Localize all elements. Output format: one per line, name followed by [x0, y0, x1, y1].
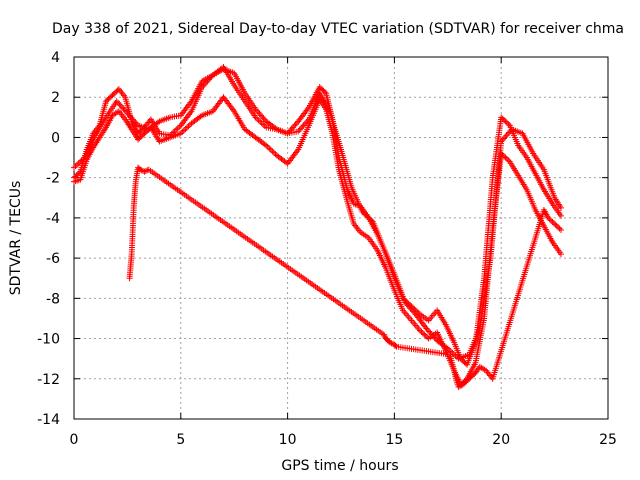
data-point-marker [392, 342, 399, 349]
data-point-marker [549, 218, 556, 225]
y-tick-label: -12 [37, 372, 60, 388]
y-tick-label: 4 [51, 50, 60, 66]
data-point-marker [498, 114, 505, 121]
data-point-marker [505, 121, 512, 128]
data-point-marker [501, 117, 508, 124]
data-point-marker [388, 340, 395, 347]
data-point-marker [418, 328, 425, 335]
x-tick-label: 20 [492, 432, 510, 448]
data-series [71, 64, 565, 390]
data-point-marker [558, 226, 565, 233]
x-tick-label: 0 [70, 432, 79, 448]
y-tick-label: -2 [46, 171, 60, 187]
data-point-marker [503, 119, 510, 126]
y-tick-label: -4 [46, 211, 60, 227]
y-tick-label: -14 [37, 412, 60, 428]
data-point-marker [455, 383, 462, 390]
x-tick-label: 25 [599, 432, 617, 448]
y-tick-label: 2 [51, 90, 60, 106]
data-point-marker [421, 331, 428, 338]
data-point-marker [546, 216, 553, 223]
data-point-marker [550, 220, 557, 227]
y-tick-label: -10 [37, 332, 60, 348]
data-point-marker [545, 214, 552, 221]
data-point-marker [76, 169, 83, 176]
data-point-marker [552, 221, 559, 228]
data-point-marker [498, 150, 505, 157]
x-tick-label: 10 [279, 432, 297, 448]
data-point-marker [548, 217, 555, 224]
y-axis-title: SDTVAR / TECUs [8, 181, 24, 296]
data-point-marker [144, 167, 151, 174]
data-point-marker [419, 330, 426, 337]
data-point-marker [321, 88, 328, 95]
chart-title: Day 338 of 2021, Sidereal Day-to-day VTE… [52, 21, 624, 37]
data-point-marker [387, 339, 394, 346]
x-axis-title: GPS time / hours [281, 458, 398, 474]
data-point-marker [141, 168, 148, 175]
data-point-marker [556, 225, 563, 232]
data-point-marker [381, 332, 388, 339]
plot-frame [73, 56, 609, 420]
data-point-marker [555, 224, 562, 231]
data-point-marker [558, 251, 565, 258]
data-point-marker [137, 166, 144, 173]
x-tick-label: 15 [385, 432, 403, 448]
y-tick-label: -6 [46, 251, 60, 267]
data-point-marker [380, 331, 387, 338]
data-point-marker [503, 155, 510, 162]
data-point-marker [502, 154, 509, 161]
data-point-marker [499, 115, 506, 122]
series-track-d-excursions [126, 164, 565, 390]
x-tick-label: 5 [176, 432, 185, 448]
axis-ticks: 0 5 10 15 20 25 -14 -12 -10 -8 -6 -4 -2 0 2 4 [37, 50, 617, 448]
data-point-marker [502, 118, 509, 125]
data-point-marker [558, 212, 565, 219]
series-track-c [71, 64, 565, 362]
grid-lines [74, 57, 608, 419]
data-point-marker [417, 327, 424, 334]
data-point-marker [505, 157, 512, 164]
y-tick-label: -8 [46, 291, 60, 307]
data-point-marker [138, 167, 145, 174]
data-point-marker [422, 332, 429, 339]
data-point-marker [553, 222, 560, 229]
y-tick-label: 0 [51, 130, 60, 146]
data-point-marker [558, 204, 565, 211]
data-point-marker [456, 383, 463, 390]
